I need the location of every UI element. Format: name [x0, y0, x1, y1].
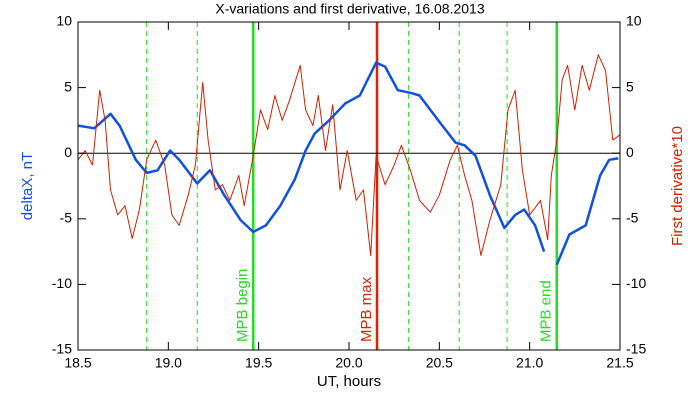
y-tick-label: 5 — [64, 78, 72, 94]
marker-label: MPB end — [538, 280, 555, 342]
x-tick-label: 20.0 — [335, 355, 362, 371]
y2-tick-label: 5 — [626, 78, 634, 94]
marker-label: MPB begin — [234, 269, 251, 342]
y-tick-label: -10 — [52, 275, 72, 291]
y2-tick-label: -5 — [626, 210, 639, 226]
x-tick-label: 20.5 — [426, 355, 453, 371]
x-axis-label: UT, hours — [317, 373, 381, 390]
y-tick-label: 10 — [56, 13, 72, 29]
y-axis-label: deltaX, nT — [19, 152, 36, 220]
x-tick-label: 19.0 — [155, 355, 182, 371]
y-tick-label: -5 — [60, 210, 73, 226]
y-tick-label: 0 — [64, 144, 72, 160]
y2-tick-label: -15 — [626, 341, 646, 357]
x-tick-label: 18.5 — [64, 355, 91, 371]
x-tick-label: 19.5 — [245, 355, 272, 371]
chart-title: X-variations and first derivative, 16.08… — [215, 1, 484, 17]
y2-tick-label: 0 — [626, 144, 634, 160]
y2-axis-label: First derivative*10 — [669, 126, 686, 246]
y2-tick-label: -10 — [626, 275, 646, 291]
y2-tick-label: 10 — [626, 13, 642, 29]
series-line — [77, 54, 621, 256]
x-tick-label: 21.5 — [606, 355, 633, 371]
marker-label: MPB max — [358, 276, 375, 342]
series-line — [77, 61, 619, 266]
x-tick-label: 21.0 — [516, 355, 543, 371]
y-tick-label: -15 — [52, 341, 72, 357]
